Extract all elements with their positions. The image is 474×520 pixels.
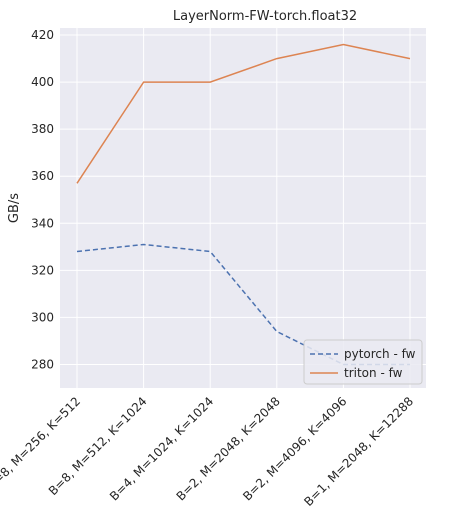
y-tick-label: 400 (31, 75, 54, 89)
legend-label-triton: triton - fw (344, 366, 403, 380)
y-axis: 280 300 320 340 360 380 400 420 (31, 28, 54, 371)
plot-area (60, 28, 426, 388)
grid (60, 28, 426, 388)
chart-title: LayerNorm-FW-torch.float32 (173, 9, 357, 24)
y-tick-label: 280 (31, 357, 54, 371)
legend-label-pytorch: pytorch - fw (344, 347, 416, 361)
y-tick-label: 380 (31, 122, 54, 136)
y-tick-label: 360 (31, 169, 54, 183)
y-tick-label: 420 (31, 28, 54, 42)
x-tick-label: B=1, M=2048, K=12288 (301, 394, 416, 509)
y-tick-label: 340 (31, 216, 54, 230)
y-tick-label: 320 (31, 263, 54, 277)
y-axis-label: GB/s (7, 193, 22, 223)
legend: pytorch - fw triton - fw (303, 339, 423, 385)
series-line-triton (76, 43, 411, 184)
y-tick-label: 300 (31, 310, 54, 324)
